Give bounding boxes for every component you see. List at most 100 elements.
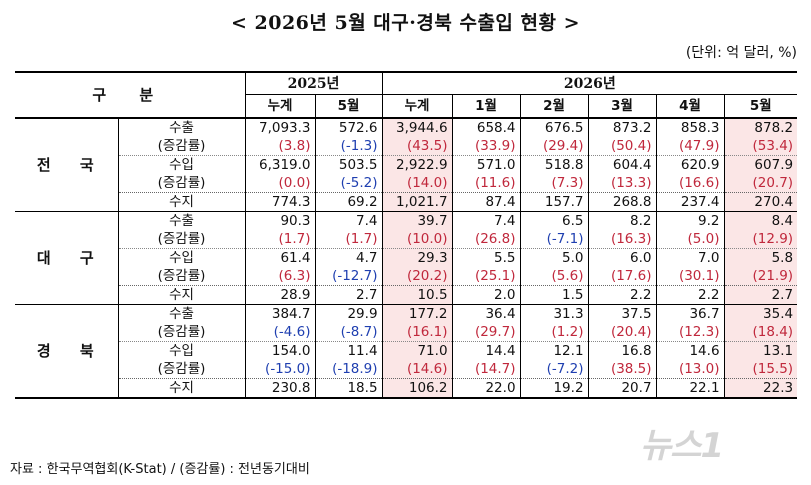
value-cell: 5.0 — [519, 248, 589, 267]
table-row: 수지 774.3 69.2 1,021.7 87.4 157.7 268.8 237.4 270… — [15, 192, 798, 212]
table-row: 대 구 수출 90.3 7.4 39.7 7.4 6.5 8.2 9.2 8.4 — [15, 211, 798, 305]
table-row: 수지 28.9 2.7 10.5 2.0 1.5 2.2 2.2 2.7 — [15, 285, 798, 305]
source-footnote: 자료 : 한국무역협회(K-Stat) / (증감률) : 전년동기대비 — [10, 462, 310, 477]
value-cell: 20.7 — [587, 378, 657, 398]
header-col: 3월 — [587, 94, 657, 119]
value-cell: 39.7 — [381, 211, 453, 230]
value-cell: 12.1 — [519, 341, 589, 360]
value-cell: 11.4 — [314, 341, 383, 360]
value-cell: 620.9 — [655, 155, 725, 174]
value-cell: 31.3 — [519, 304, 589, 323]
value-cell: (47.9) — [655, 137, 725, 156]
row-label: 수출 — [117, 211, 246, 230]
news-watermark: 뉴스1 — [640, 426, 724, 466]
region-name: 대 구 — [15, 211, 118, 305]
value-cell: 2.2 — [655, 285, 725, 305]
value-cell: 878.2 — [723, 118, 798, 137]
value-cell: 676.5 — [519, 118, 589, 137]
value-cell: (16.6) — [655, 174, 725, 193]
table-row: 수입 61.4 4.7 29.3 5.5 5.0 6.0 7.0 5.8 — [15, 248, 798, 267]
value-cell: (-12.7) — [314, 267, 383, 286]
header-row-periods: 누계 5월 누계 1월 2월 3월 4월 5월 — [15, 94, 798, 119]
row-label: 수지 — [117, 285, 246, 305]
row-label: 수입 — [117, 248, 246, 267]
value-cell: 7.0 — [655, 248, 725, 267]
value-cell: 658.4 — [451, 118, 521, 137]
value-cell: 14.6 — [655, 341, 725, 360]
value-cell: (43.5) — [381, 137, 453, 156]
value-cell: 7,093.3 — [244, 118, 316, 137]
header-col: 5월 — [723, 94, 798, 119]
row-label: (증감률) — [117, 174, 246, 193]
value-cell: 6.5 — [519, 211, 589, 230]
table-row: 전 국 수출 7,093.3 572.6 3,944.6 658.4 676.5 873.2 8… — [15, 118, 798, 212]
header-col: 누계 — [381, 94, 453, 119]
value-cell: (6.3) — [244, 267, 316, 286]
table-row: (증감률) (3.8) (-1.3) (43.5) (33.9) (29.4) (50.4)… — [15, 137, 798, 156]
row-label: 수출 — [117, 118, 246, 137]
value-cell: 90.3 — [244, 211, 316, 230]
value-cell: 19.2 — [519, 378, 589, 398]
value-cell: (11.6) — [451, 174, 521, 193]
value-cell: 10.5 — [381, 285, 453, 305]
value-cell: 268.8 — [587, 192, 657, 212]
value-cell: (3.8) — [244, 137, 316, 156]
value-cell: 2.2 — [587, 285, 657, 305]
table-row: 수입 154.0 11.4 71.0 14.4 12.1 16.8 14.6 13.1 — [15, 341, 798, 360]
value-cell: (5.0) — [655, 230, 725, 249]
value-cell: (53.4) — [723, 137, 798, 156]
value-cell: (15.5) — [723, 360, 798, 379]
value-cell: (18.4) — [723, 323, 798, 342]
header-2026: 2026년 — [381, 72, 798, 95]
value-cell: 1.5 — [519, 285, 589, 305]
value-cell: (12.3) — [655, 323, 725, 342]
value-cell: (13.3) — [587, 174, 657, 193]
value-cell: 572.6 — [314, 118, 383, 137]
value-cell: 230.8 — [244, 378, 316, 398]
row-label: 수출 — [117, 304, 246, 323]
value-cell: 157.7 — [519, 192, 589, 212]
value-cell: 13.1 — [723, 341, 798, 360]
table-body: 전 국 수출 7,093.3 572.6 3,944.6 658.4 676.5 873.2 8… — [15, 118, 798, 398]
value-cell: 5.5 — [451, 248, 521, 267]
value-cell: (1.7) — [314, 230, 383, 249]
value-cell: 36.4 — [451, 304, 521, 323]
row-label: 수입 — [117, 341, 246, 360]
value-cell: 858.3 — [655, 118, 725, 137]
table-row: (증감률) (1.7) (1.7) (10.0) (26.8) (-7.1) (16.3)(… — [15, 230, 798, 249]
value-cell: (13.0) — [655, 360, 725, 379]
value-cell: 61.4 — [244, 248, 316, 267]
value-cell: (1.2) — [519, 323, 589, 342]
value-cell: 1,021.7 — [381, 192, 453, 212]
header-col: 누계 — [244, 94, 316, 119]
value-cell: 2.0 — [451, 285, 521, 305]
value-cell: (30.1) — [655, 267, 725, 286]
trade-table: 구 분 2025년 2026년 누계 5월 누계 1월 2월 3월 4월 5월 … — [15, 71, 798, 399]
value-cell: (-18.9) — [314, 360, 383, 379]
value-cell: 8.4 — [723, 211, 798, 230]
value-cell: (0.0) — [244, 174, 316, 193]
value-cell: 14.4 — [451, 341, 521, 360]
value-cell: 35.4 — [723, 304, 798, 323]
table-row: 수입 6,319.0 503.5 2,922.9 571.0 518.8 604.4 620.… — [15, 155, 798, 174]
unit-label: (단위: 억 달러, %) — [685, 45, 797, 61]
value-cell: (10.0) — [381, 230, 453, 249]
value-cell: 7.4 — [451, 211, 521, 230]
value-cell: 7.4 — [314, 211, 383, 230]
value-cell: (-8.7) — [314, 323, 383, 342]
value-cell: (7.3) — [519, 174, 589, 193]
value-cell: 571.0 — [451, 155, 521, 174]
value-cell: (29.7) — [451, 323, 521, 342]
value-cell: 384.7 — [244, 304, 316, 323]
value-cell: 28.9 — [244, 285, 316, 305]
header-gubun: 구 분 — [15, 72, 246, 119]
value-cell: 8.2 — [587, 211, 657, 230]
table-row: (증감률) (-4.6) (-8.7) (16.1) (29.7) (1.2) (20.4)… — [15, 323, 798, 342]
value-cell: 37.5 — [587, 304, 657, 323]
value-cell: 270.4 — [723, 192, 798, 212]
row-label: 수입 — [117, 155, 246, 174]
value-cell: 22.1 — [655, 378, 725, 398]
value-cell: 237.4 — [655, 192, 725, 212]
value-cell: 4.7 — [314, 248, 383, 267]
value-cell: 503.5 — [314, 155, 383, 174]
